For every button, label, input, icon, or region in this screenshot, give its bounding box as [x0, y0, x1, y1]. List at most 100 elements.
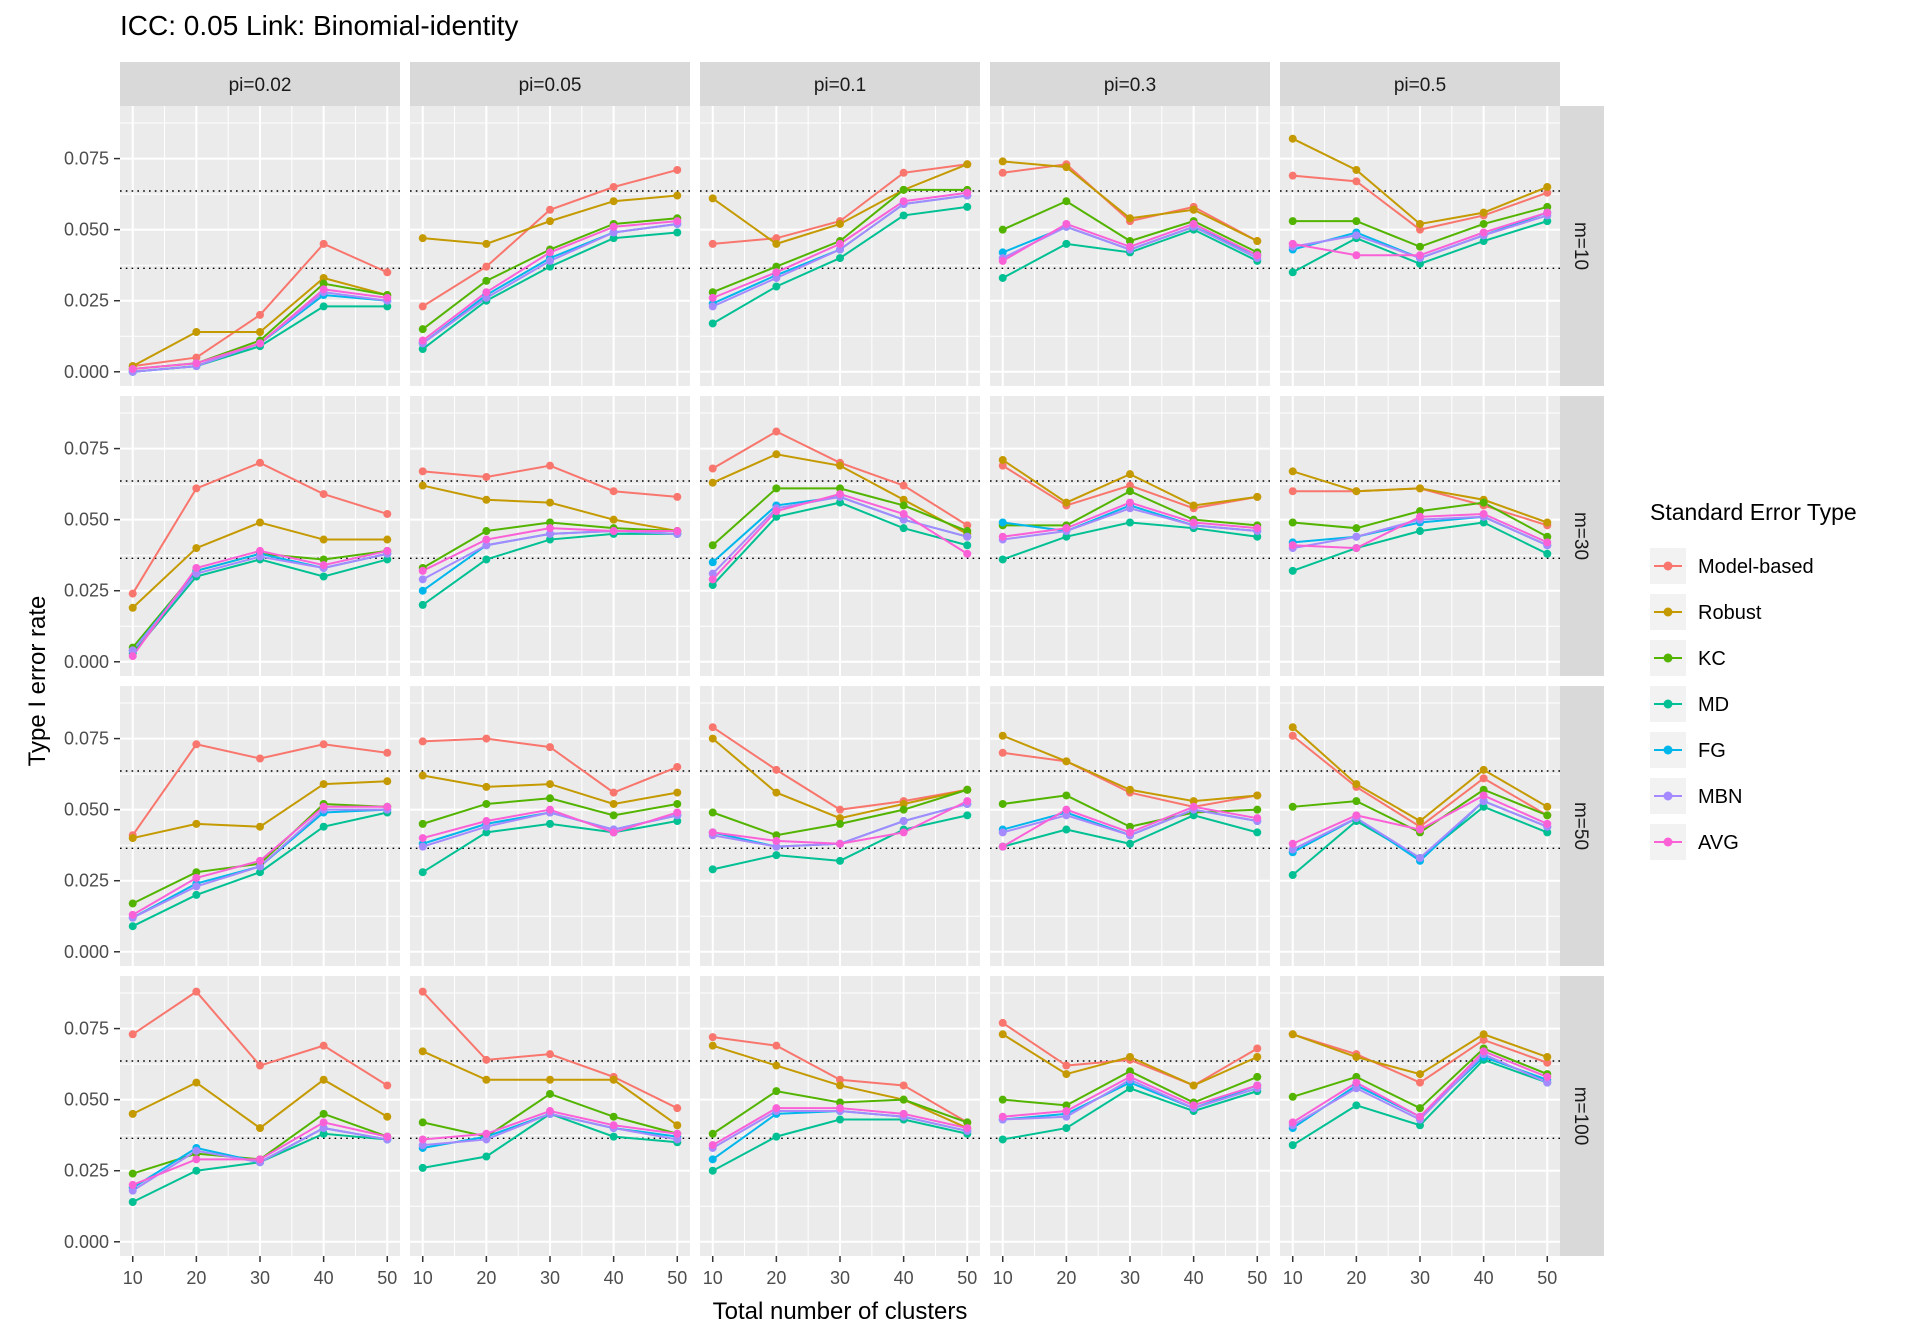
data-point: [482, 799, 491, 808]
data-point: [836, 839, 844, 848]
data-point: [1416, 1121, 1424, 1130]
data-point: [998, 168, 1007, 177]
data-point: [1253, 1072, 1262, 1081]
data-point: [1189, 501, 1198, 510]
data-point: [998, 225, 1007, 234]
data-point: [128, 834, 137, 843]
legend-point: [1663, 699, 1673, 709]
data-point: [899, 185, 908, 194]
data-point: [418, 234, 427, 243]
data-point: [708, 734, 717, 743]
x-tick-label: 10: [703, 1268, 723, 1288]
legend-item-FG: FG: [1650, 732, 1726, 768]
data-point: [1126, 822, 1134, 831]
data-point: [899, 481, 908, 490]
panel-m=50-pi=0.3: [990, 686, 1270, 966]
data-point: [128, 910, 137, 919]
data-point: [899, 828, 908, 837]
data-point: [1062, 757, 1071, 766]
data-point: [546, 780, 554, 789]
x-tick-label: 20: [766, 1268, 786, 1288]
data-point: [192, 1166, 201, 1175]
data-point: [546, 529, 554, 538]
data-point: [482, 1129, 491, 1138]
col-strip-pi=0.05: pi=0.05: [410, 62, 690, 106]
data-point: [772, 268, 781, 277]
data-point: [1288, 217, 1297, 226]
data-point: [708, 828, 717, 837]
col-strip-label: pi=0.3: [1104, 75, 1156, 96]
data-point: [482, 262, 491, 271]
data-point: [998, 748, 1007, 757]
series-points-Model-based: [128, 987, 392, 1090]
data-point: [128, 922, 137, 931]
data-point: [383, 535, 392, 544]
data-point: [319, 273, 328, 282]
data-point: [963, 1118, 972, 1127]
data-point: [772, 273, 781, 282]
data-point: [482, 288, 491, 297]
facet-strips: pi=0.02 pi=0.05 pi=0.1 pi=0.3 pi=0.5 m=10 m=30…: [120, 62, 1604, 1256]
data-point: [899, 495, 908, 504]
series-points-Model-based: [128, 458, 392, 598]
data-point: [319, 1041, 328, 1050]
data-point: [383, 555, 392, 564]
data-point: [708, 541, 717, 550]
data-point: [708, 865, 717, 874]
data-point: [1253, 805, 1262, 814]
data-point: [609, 234, 618, 243]
data-point: [319, 302, 328, 311]
data-point: [482, 293, 491, 302]
data-point: [1062, 1101, 1071, 1110]
data-point: [1189, 802, 1198, 811]
col-strip-label: pi=0.5: [1394, 75, 1446, 96]
data-point: [1288, 467, 1297, 476]
data-point: [1288, 1030, 1297, 1039]
data-point: [609, 799, 618, 808]
data-point: [319, 1124, 328, 1133]
series-points-Model-based: [418, 461, 682, 501]
data-point: [1416, 219, 1424, 228]
data-point: [1288, 731, 1297, 740]
data-point: [1352, 544, 1361, 553]
series-points-KC: [1288, 785, 1552, 837]
data-point: [1479, 791, 1488, 800]
data-point: [1126, 504, 1134, 513]
data-point: [836, 819, 844, 828]
data-point: [1253, 237, 1262, 246]
data-point: [256, 458, 264, 467]
data-point: [1416, 507, 1424, 516]
data-point: [1062, 239, 1071, 248]
x-tick-label: 30: [1120, 1268, 1140, 1288]
data-point: [609, 1121, 618, 1130]
data-point: [1479, 518, 1488, 527]
data-point: [256, 518, 264, 527]
plot-title: ICC: 0.05 Link: Binomial-identity: [120, 10, 519, 41]
data-point: [256, 1124, 264, 1133]
data-point: [256, 856, 264, 865]
data-point: [963, 541, 972, 550]
y-tick-label: 0.000: [64, 652, 109, 672]
legend-item-KC: KC: [1650, 640, 1726, 676]
x-tick-label: 30: [250, 1268, 270, 1288]
row-strip-m=50: m=50: [1560, 686, 1604, 966]
data-point: [609, 527, 618, 536]
data-point: [383, 546, 392, 555]
data-point: [1352, 1072, 1361, 1081]
data-point: [836, 856, 844, 865]
data-point: [192, 484, 201, 493]
series-points-MD: [708, 498, 972, 590]
data-point: [1253, 1044, 1262, 1053]
data-point: [1253, 251, 1262, 260]
data-point: [418, 345, 427, 354]
series-points-KC: [998, 1067, 1262, 1110]
reference-lines: [700, 770, 980, 850]
panel-m=30-pi=0.5: [1280, 396, 1560, 676]
data-point: [546, 518, 554, 527]
data-point: [1126, 470, 1134, 479]
data-point: [256, 868, 264, 877]
data-point: [1288, 134, 1297, 143]
panel-m=10-pi=0.02: [120, 106, 400, 386]
data-point: [708, 1041, 717, 1050]
data-point: [963, 527, 972, 536]
